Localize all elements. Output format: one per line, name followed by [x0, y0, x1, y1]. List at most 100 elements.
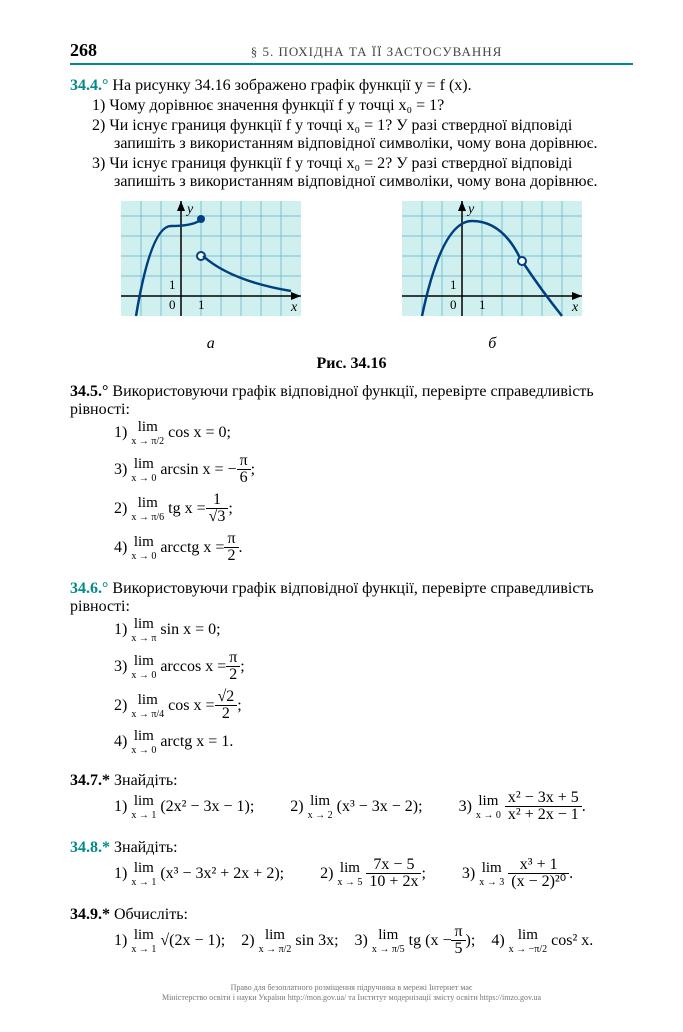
- svg-text:1: 1: [198, 297, 205, 312]
- eq-body: arctg x = 1.: [160, 733, 233, 751]
- sub-question-3: 3) Чи існує границя функції f у точці x₀…: [114, 155, 633, 191]
- eq-2: 2) limx → 2 (x³ − 3x − 2);: [290, 790, 422, 823]
- fraction: 7x − 510 + 2x: [366, 857, 421, 890]
- eq-body: cos² x.: [551, 932, 593, 950]
- eq-4: 4) limx → −π/2 cos² x.: [491, 924, 593, 957]
- problem-number: 34.4.°: [70, 77, 108, 94]
- problem-34-8: 34.8.* Знайдіть: 1) limx → 1 (x³ − 3x² +…: [70, 839, 633, 896]
- svg-text:0: 0: [169, 297, 176, 312]
- svg-text:x: x: [571, 300, 579, 315]
- eq-num: 1): [114, 424, 127, 442]
- limit: limx → π/2: [131, 419, 164, 447]
- limit: limx → 3: [479, 860, 504, 888]
- limit: limx → 0: [476, 793, 501, 821]
- problem-text: Використовуючи графік відповідної функці…: [70, 383, 594, 418]
- sub-question-1: 1) Чому дорівнює значення функції f у то…: [114, 97, 633, 115]
- footer: Право для безоплатного розміщення підруч…: [70, 983, 633, 1002]
- svg-text:1: 1: [479, 297, 486, 312]
- problem-34-4: 34.4.° На рисунку 34.16 зображено графік…: [70, 77, 633, 191]
- limit: limx → 0: [131, 534, 156, 562]
- eq-num: 4): [114, 733, 127, 751]
- eq-num: 2): [114, 500, 127, 518]
- problem-lead: 34.7.* Знайдіть:: [70, 772, 633, 790]
- figure-caption: Рис. 34.16: [70, 355, 633, 373]
- eq-body: cos x =: [168, 697, 214, 715]
- limit: limx → π/4: [131, 692, 164, 720]
- svg-text:1: 1: [169, 277, 176, 292]
- eq-4: 4) limx → 0 arcctg x = π2 .: [114, 531, 353, 564]
- fraction: π2: [226, 650, 240, 683]
- eq-tail: .: [239, 539, 243, 557]
- limit: limx → 0: [131, 653, 156, 681]
- graph-b-container: y x 0 1 1 б: [402, 201, 582, 353]
- problem-number: 34.5.°: [70, 383, 108, 400]
- footer-line-2: Міністерство освіти і науки України http…: [70, 993, 633, 1003]
- limit: limx → 5: [337, 860, 362, 888]
- eq-1: 1) limx → 1 √(2x − 1);: [114, 924, 225, 957]
- eq-num: 1): [114, 621, 127, 639]
- eq-4: 4) limx → 0 arctg x = 1.: [114, 728, 353, 756]
- eq-num: 3): [462, 865, 475, 883]
- problem-lead: 34.4.° На рисунку 34.16 зображено графік…: [70, 77, 633, 95]
- eq-3: 3) limx → 3 x³ + 1(x − 2)²⁰ .: [462, 857, 573, 890]
- eq-body: sin x = 0;: [160, 621, 220, 639]
- problem-34-9: 34.9.* Обчисліть: 1) limx → 1 √(2x − 1);…: [70, 906, 633, 963]
- eq-num: 3): [114, 461, 127, 479]
- eq-3: 3) limx → 0 arccos x = π2 ;: [114, 650, 353, 683]
- problem-number: 34.9.*: [70, 906, 110, 923]
- problem-number: 34.8.*: [70, 839, 110, 856]
- svg-text:y: y: [185, 202, 194, 217]
- problem-lead: 34.6.° Використовуючи графік відповідної…: [70, 580, 633, 616]
- eq-tail: ;: [421, 865, 425, 883]
- equation-row: 1) limx → π/2 cos x = 0; 3) limx → 0 arc…: [114, 419, 633, 570]
- graph-b: y x 0 1 1: [402, 201, 582, 331]
- fraction: π5: [451, 924, 465, 957]
- eq-body: cos x = 0;: [168, 424, 231, 442]
- limit: limx → 1: [131, 927, 156, 955]
- problem-text: Використовуючи графік відповідної функці…: [70, 580, 594, 615]
- problem-34-5: 34.5.° Використовуючи графік відповідної…: [70, 383, 633, 570]
- eq-body: arcsin x = −: [160, 461, 236, 479]
- fraction: x² − 3x + 5x² + 2x − 1: [505, 790, 582, 823]
- limit: limx → 1: [131, 860, 156, 888]
- svg-text:y: y: [466, 202, 475, 217]
- eq-tail: ;: [237, 697, 241, 715]
- eq-2: 2) limx → 5 7x − 510 + 2x ;: [320, 857, 426, 890]
- eq-num: 2): [290, 798, 303, 816]
- limit: limx → 0: [131, 456, 156, 484]
- eq-tail: .: [582, 798, 586, 816]
- equation-row: 1) limx → π sin x = 0; 3) limx → 0 arcco…: [114, 616, 633, 762]
- equation-row: 1) limx → 1 (2x² − 3x − 1); 2) limx → 2 …: [114, 790, 633, 829]
- fraction: π6: [237, 453, 251, 486]
- limit: limx → π/6: [131, 495, 164, 523]
- eq-3: 3) limx → 0 arcsin x = − π6 ;: [114, 453, 353, 486]
- fraction: x³ + 1(x − 2)²⁰: [508, 857, 569, 890]
- eq-num: 1): [114, 932, 127, 950]
- eq-tail: .: [569, 865, 573, 883]
- eq-body: sin 3x;: [295, 932, 338, 950]
- problem-34-6: 34.6.° Використовуючи графік відповідної…: [70, 580, 633, 762]
- problem-text: На рисунку 34.16 зображено графік функці…: [112, 77, 471, 94]
- eq-body: arcctg x =: [160, 539, 224, 557]
- problem-number: 34.7.*: [70, 772, 110, 789]
- eq-2: 2) limx → π/4 cos x = √22 ;: [114, 689, 353, 722]
- eq-body: tg (x −: [409, 932, 452, 950]
- eq-3: 3) limx → π/5 tg (x − π5 );: [355, 924, 476, 957]
- eq-3: 3) limx → 0 x² − 3x + 5x² + 2x − 1 .: [459, 790, 586, 823]
- eq-num: 1): [114, 798, 127, 816]
- eq-1: 1) limx → π sin x = 0;: [114, 616, 353, 644]
- page: 268 § 5. ПОХІДНА ТА ЇЇ ЗАСТОСУВАННЯ 34.4…: [0, 0, 683, 1032]
- eq-num: 3): [114, 658, 127, 676]
- eq-body: (x³ − 3x² + 2x + 2);: [160, 865, 284, 883]
- eq-num: 2): [320, 865, 333, 883]
- page-header: 268 § 5. ПОХІДНА ТА ЇЇ ЗАСТОСУВАННЯ: [70, 40, 633, 65]
- limit: limx → π/5: [372, 927, 405, 955]
- graph-a-label: а: [121, 335, 301, 353]
- eq-num: 1): [114, 865, 127, 883]
- eq-num: 4): [491, 932, 504, 950]
- limit: limx → 2: [308, 793, 333, 821]
- eq-body: (x³ − 3x − 2);: [337, 798, 423, 816]
- equation-row: 1) limx → 1 √(2x − 1); 2) limx → π/2 sin…: [114, 924, 633, 963]
- eq-2: 2) limx → π/2 sin 3x;: [241, 924, 338, 957]
- footer-line-1: Право для безоплатного розміщення підруч…: [70, 983, 633, 993]
